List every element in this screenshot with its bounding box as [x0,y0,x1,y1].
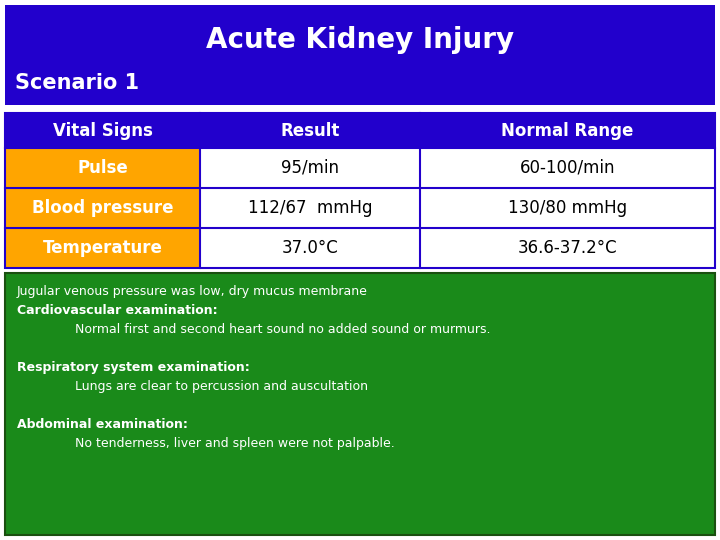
FancyBboxPatch shape [420,228,715,268]
Text: Vital Signs: Vital Signs [53,122,153,139]
Text: Lungs are clear to percussion and auscultation: Lungs are clear to percussion and auscul… [75,380,368,393]
FancyBboxPatch shape [200,228,420,268]
Text: Temperature: Temperature [42,239,163,257]
Text: Acute Kidney Injury: Acute Kidney Injury [206,26,514,54]
Text: 36.6-37.2°C: 36.6-37.2°C [518,239,617,257]
FancyBboxPatch shape [200,148,420,188]
Text: Pulse: Pulse [77,159,128,177]
Text: 95/min: 95/min [281,159,339,177]
Text: Blood pressure: Blood pressure [32,199,174,217]
Text: Respiratory system examination:: Respiratory system examination: [17,361,250,374]
FancyBboxPatch shape [5,188,200,228]
Text: Result: Result [280,122,340,139]
Text: Normal Range: Normal Range [501,122,634,139]
FancyBboxPatch shape [5,228,200,268]
Text: Cardiovascular examination:: Cardiovascular examination: [17,304,217,317]
Text: 130/80 mmHg: 130/80 mmHg [508,199,627,217]
Text: 112/67  mmHg: 112/67 mmHg [248,199,372,217]
FancyBboxPatch shape [5,5,715,105]
FancyBboxPatch shape [5,113,715,148]
FancyBboxPatch shape [420,188,715,228]
Text: Abdominal examination:: Abdominal examination: [17,418,188,431]
FancyBboxPatch shape [5,273,715,535]
FancyBboxPatch shape [5,148,200,188]
Text: Jugular venous pressure was low, dry mucus membrane: Jugular venous pressure was low, dry muc… [17,285,368,298]
FancyBboxPatch shape [420,148,715,188]
FancyBboxPatch shape [200,188,420,228]
Text: No tenderness, liver and spleen were not palpable.: No tenderness, liver and spleen were not… [75,437,395,450]
Text: 60-100/min: 60-100/min [520,159,616,177]
Text: Normal first and second heart sound no added sound or murmurs.: Normal first and second heart sound no a… [75,323,490,336]
Text: 37.0°C: 37.0°C [282,239,338,257]
Text: Scenario 1: Scenario 1 [15,73,139,93]
